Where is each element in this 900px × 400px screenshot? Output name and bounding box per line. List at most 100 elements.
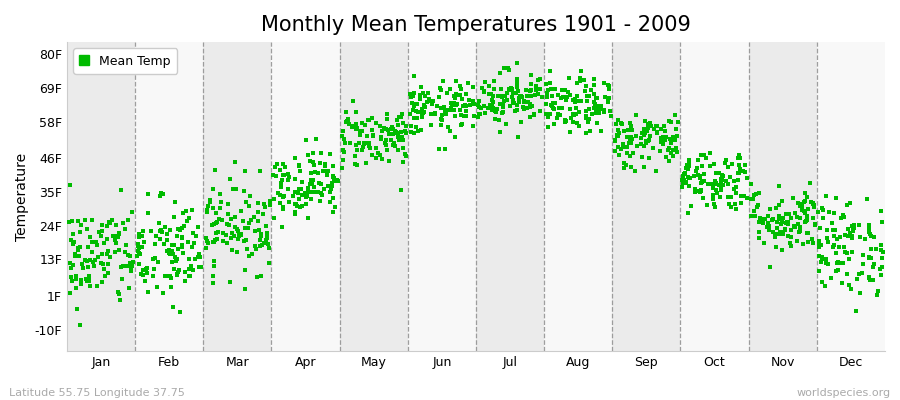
Point (140, 270, 154, 276)
Point (430, 103, 445, 109)
Point (496, 102, 510, 108)
Point (120, 262, 134, 269)
Point (793, 200, 807, 207)
Point (109, 233, 123, 240)
Point (622, 140, 636, 146)
Point (223, 176, 238, 182)
Point (505, 85, 519, 92)
Point (495, 110, 509, 116)
Point (697, 178, 711, 185)
Point (107, 236, 122, 242)
Bar (203, 42, 272, 351)
Point (130, 253, 145, 260)
Point (74, 222, 88, 228)
Point (772, 213, 787, 220)
Point (715, 172, 729, 178)
Point (635, 154, 650, 160)
Point (210, 218, 224, 225)
Point (63, 182, 77, 188)
Point (296, 192, 310, 198)
Point (275, 206, 290, 212)
Point (714, 179, 728, 185)
Point (629, 142, 643, 149)
Point (453, 83, 467, 90)
Point (812, 238, 826, 244)
Point (396, 144, 410, 151)
Point (261, 241, 275, 248)
Point (864, 233, 878, 240)
Point (744, 213, 759, 219)
Point (428, 110, 442, 116)
Point (770, 204, 784, 211)
Point (842, 232, 856, 239)
Point (386, 130, 400, 137)
Point (282, 174, 296, 180)
Point (407, 90, 421, 96)
Point (353, 132, 367, 138)
Point (380, 147, 394, 153)
Point (862, 222, 877, 228)
Point (684, 202, 698, 209)
Point (804, 198, 818, 205)
Point (366, 133, 381, 139)
Point (100, 250, 114, 257)
Point (379, 142, 393, 148)
Point (752, 215, 767, 222)
Point (186, 230, 201, 236)
Point (282, 198, 296, 205)
Point (169, 256, 184, 262)
Point (579, 115, 593, 121)
Point (697, 152, 711, 158)
Point (662, 136, 677, 143)
Point (392, 137, 406, 144)
Point (206, 263, 220, 270)
Point (765, 216, 779, 223)
Point (853, 290, 868, 296)
Point (187, 256, 202, 262)
Point (714, 185, 728, 191)
Point (379, 136, 393, 143)
Point (491, 106, 505, 113)
Point (277, 192, 292, 199)
Point (318, 168, 332, 174)
Point (560, 94, 574, 100)
Point (436, 104, 451, 110)
Point (678, 180, 692, 186)
Point (109, 222, 123, 228)
Point (762, 264, 777, 270)
Point (305, 177, 320, 184)
Point (73, 244, 87, 250)
Point (830, 236, 844, 242)
Point (154, 227, 168, 234)
Point (421, 90, 436, 97)
Point (244, 217, 258, 224)
Point (498, 93, 512, 100)
Point (236, 218, 250, 224)
Point (314, 190, 328, 196)
Point (209, 220, 223, 226)
Point (524, 80, 538, 87)
Point (508, 100, 522, 106)
Point (797, 208, 812, 215)
Point (836, 214, 850, 220)
Point (586, 99, 600, 106)
Point (182, 215, 196, 221)
Point (493, 101, 508, 108)
Point (726, 186, 741, 192)
Bar (67, 42, 135, 351)
Point (511, 134, 526, 140)
Point (624, 164, 638, 170)
Point (299, 194, 313, 200)
Point (169, 271, 184, 278)
Point (346, 123, 360, 130)
Point (638, 130, 652, 136)
Point (875, 219, 889, 226)
Point (69, 273, 84, 280)
Point (185, 244, 200, 250)
Point (314, 181, 328, 187)
Point (829, 194, 843, 201)
Point (509, 76, 524, 82)
Point (377, 125, 392, 131)
Point (531, 91, 545, 97)
Point (831, 267, 845, 274)
